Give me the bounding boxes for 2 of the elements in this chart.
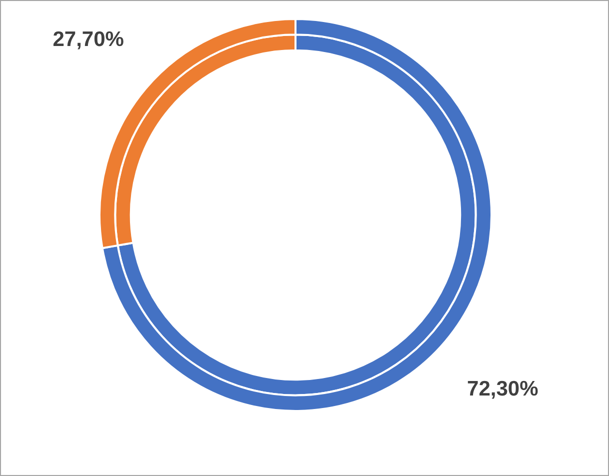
data-label: 27,70% xyxy=(52,28,124,52)
data-label: 72,30% xyxy=(467,378,539,400)
